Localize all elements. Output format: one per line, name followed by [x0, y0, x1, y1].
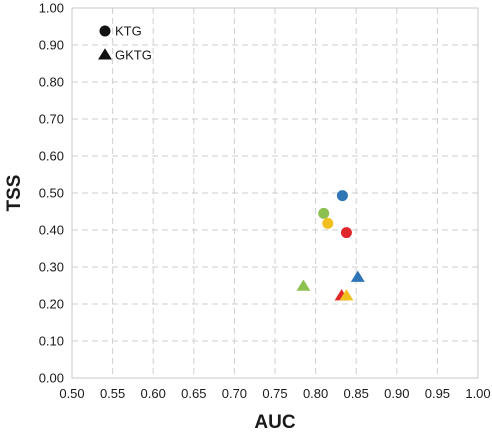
ktg-point [322, 217, 334, 229]
legend-label-gktg: GKTG [115, 48, 152, 63]
y-tick-label: 0.30 [39, 260, 64, 275]
gktg-point [339, 289, 354, 301]
x-tick-label: 0.95 [425, 386, 450, 401]
legend-marker-gktg [98, 48, 112, 60]
y-tick-label: 1.00 [39, 1, 64, 16]
x-tick-label: 0.75 [262, 386, 287, 401]
x-tick-label: 0.60 [141, 386, 166, 401]
legend-marker-ktg [99, 25, 111, 37]
ktg-point [340, 227, 352, 239]
x-tick-label: 0.65 [181, 386, 206, 401]
grid [72, 8, 478, 378]
x-tick-label: 0.50 [59, 386, 84, 401]
ktg-point [318, 207, 330, 219]
y-tick-label: 0.10 [39, 334, 64, 349]
legend: KTG GKTG [98, 24, 152, 63]
legend-label-ktg: KTG [115, 24, 142, 39]
x-tick-label: 1.00 [465, 386, 490, 401]
ktg-point [336, 190, 348, 202]
y-axis-title: TSS [4, 175, 25, 212]
tick-labels: 0.50 0.55 0.60 0.65 0.70 0.75 0.80 0.85 0.90 0.95… [39, 1, 491, 402]
y-tick-label: 0.90 [39, 38, 64, 53]
x-tick-label: 0.90 [384, 386, 409, 401]
y-tick-label: 0.50 [39, 186, 64, 201]
x-tick-label: 0.70 [222, 386, 247, 401]
y-tick-label: 0.70 [39, 112, 64, 127]
y-tick-label: 0.40 [39, 223, 64, 238]
x-tick-label: 0.80 [303, 386, 328, 401]
x-axis-title: AUC [254, 412, 295, 433]
y-tick-label: 0.20 [39, 297, 64, 312]
y-tick-label: 0.80 [39, 75, 64, 90]
gktg-point [296, 279, 311, 291]
x-tick-label: 0.85 [344, 386, 369, 401]
x-tick-label: 0.55 [100, 386, 125, 401]
gktg-point [350, 270, 365, 282]
plot-area-frame [71, 7, 479, 379]
y-tick-label: 0.60 [39, 149, 64, 164]
y-tick-label: 0.00 [39, 371, 64, 386]
data-points [296, 190, 365, 301]
